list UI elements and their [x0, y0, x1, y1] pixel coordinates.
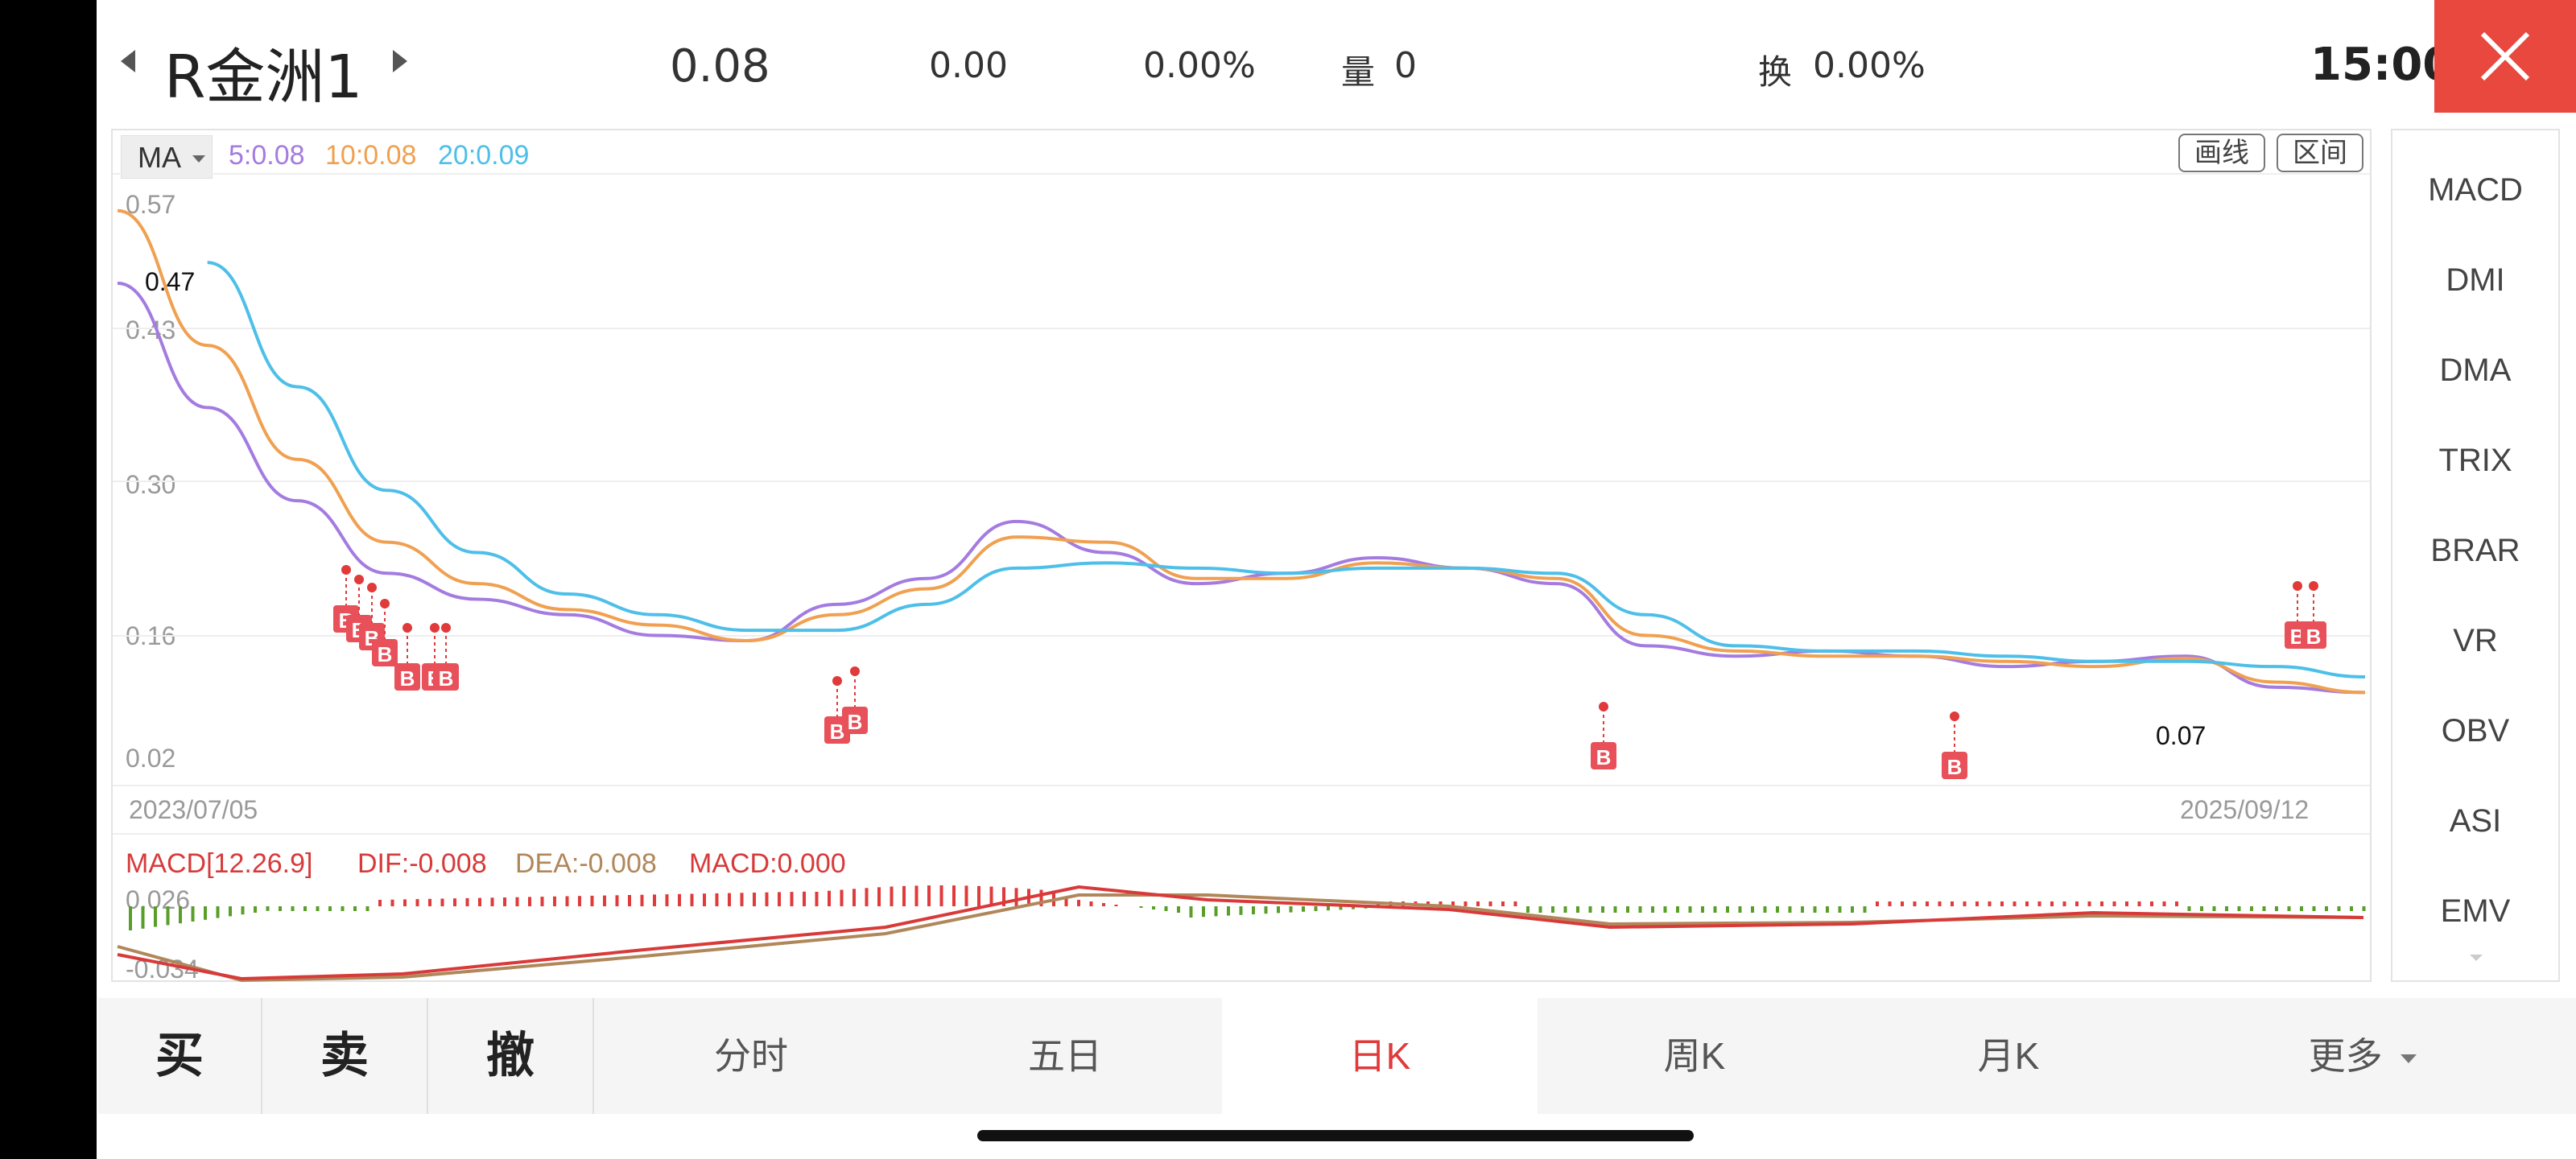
close-button[interactable]	[2434, 0, 2576, 113]
indicator-dmi[interactable]: DMI	[2446, 262, 2505, 298]
macd-value: MACD:0.000	[689, 848, 846, 879]
price-axis-label: 0.57	[126, 190, 176, 219]
next-stock-arrow-icon[interactable]	[393, 50, 407, 72]
price-axis-label: 0.16	[126, 621, 176, 650]
indicator-vr[interactable]: VR	[2453, 623, 2498, 658]
turnover-label: 换	[1758, 52, 1793, 92]
screen-edge	[0, 0, 97, 1159]
ma-selector-label: MA	[138, 141, 181, 174]
indicator-obv[interactable]: OBV	[2441, 713, 2510, 749]
volume-value: 0	[1394, 45, 1417, 86]
stock-name: R金洲1	[164, 43, 363, 112]
tab-monthly-k[interactable]: 月K	[1977, 1035, 2040, 1077]
close-icon	[2480, 31, 2530, 81]
indicator-trix[interactable]: TRIX	[2438, 443, 2512, 478]
indicator-dma[interactable]: DMA	[2439, 353, 2512, 388]
tab-more[interactable]: 更多	[2286, 998, 2439, 1114]
tab-intraday[interactable]: 分时	[714, 1035, 788, 1077]
start-date: 2023/07/05	[129, 795, 258, 824]
high-price-annotation: 0.47	[145, 267, 196, 296]
indicator-panel: MACD DMI DMA TRIX BRAR VR OBV ASI EMV	[2391, 129, 2560, 982]
indicator-macd[interactable]: MACD	[2428, 172, 2523, 208]
macd-title: MACD[12.26.9]	[126, 848, 313, 879]
tab-daily-k[interactable]: 日K	[1222, 998, 1538, 1114]
home-indicator[interactable]	[977, 1130, 1694, 1141]
macd-axis-label: 0.026	[126, 885, 191, 914]
ma20-legend: 20:0.09	[438, 140, 530, 171]
indicator-emv[interactable]: EMV	[2440, 893, 2511, 929]
price-change: 0.00	[929, 45, 1008, 86]
tab-five-day[interactable]: 五日	[1028, 1035, 1102, 1077]
current-price: 0.08	[670, 40, 770, 93]
volume-label: 量	[1341, 52, 1376, 92]
price-axis-label: 0.43	[126, 316, 176, 344]
low-price-annotation: 0.07	[2156, 721, 2207, 750]
chevron-down-icon	[192, 155, 205, 163]
macd-axis-label: -0.034	[126, 955, 199, 984]
cancel-order-button[interactable]: 撤	[428, 998, 594, 1114]
prev-stock-arrow-icon[interactable]	[121, 50, 135, 72]
price-axis-label: 0.30	[126, 470, 176, 499]
indicator-asi[interactable]: ASI	[2449, 803, 2502, 839]
macd-dif: DIF:-0.008	[357, 848, 487, 879]
end-date: 2025/09/12	[2180, 795, 2310, 824]
macd-dea: DEA:-0.008	[515, 848, 657, 879]
price-change-percent: 0.00%	[1143, 45, 1256, 86]
tab-weekly-k[interactable]: 周K	[1663, 1035, 1726, 1077]
buy-button[interactable]: 买	[98, 998, 262, 1114]
price-axis-label: 0.02	[126, 744, 176, 773]
draw-line-button[interactable]: 画线	[2178, 134, 2265, 172]
tab-more-label: 更多	[2308, 1035, 2383, 1077]
indicator-brar[interactable]: BRAR	[2430, 533, 2520, 568]
range-button[interactable]: 区间	[2277, 134, 2363, 172]
ma-selector[interactable]: MA	[121, 135, 213, 179]
ma10-legend: 10:0.08	[325, 140, 417, 171]
quote-time: 15:00	[2310, 39, 2454, 91]
turnover-value: 0.00%	[1813, 45, 1926, 86]
sell-button[interactable]: 卖	[262, 998, 428, 1114]
scroll-down-icon	[2470, 955, 2483, 961]
chevron-down-icon	[2401, 1054, 2417, 1064]
ma5-legend: 5:0.08	[229, 140, 305, 171]
